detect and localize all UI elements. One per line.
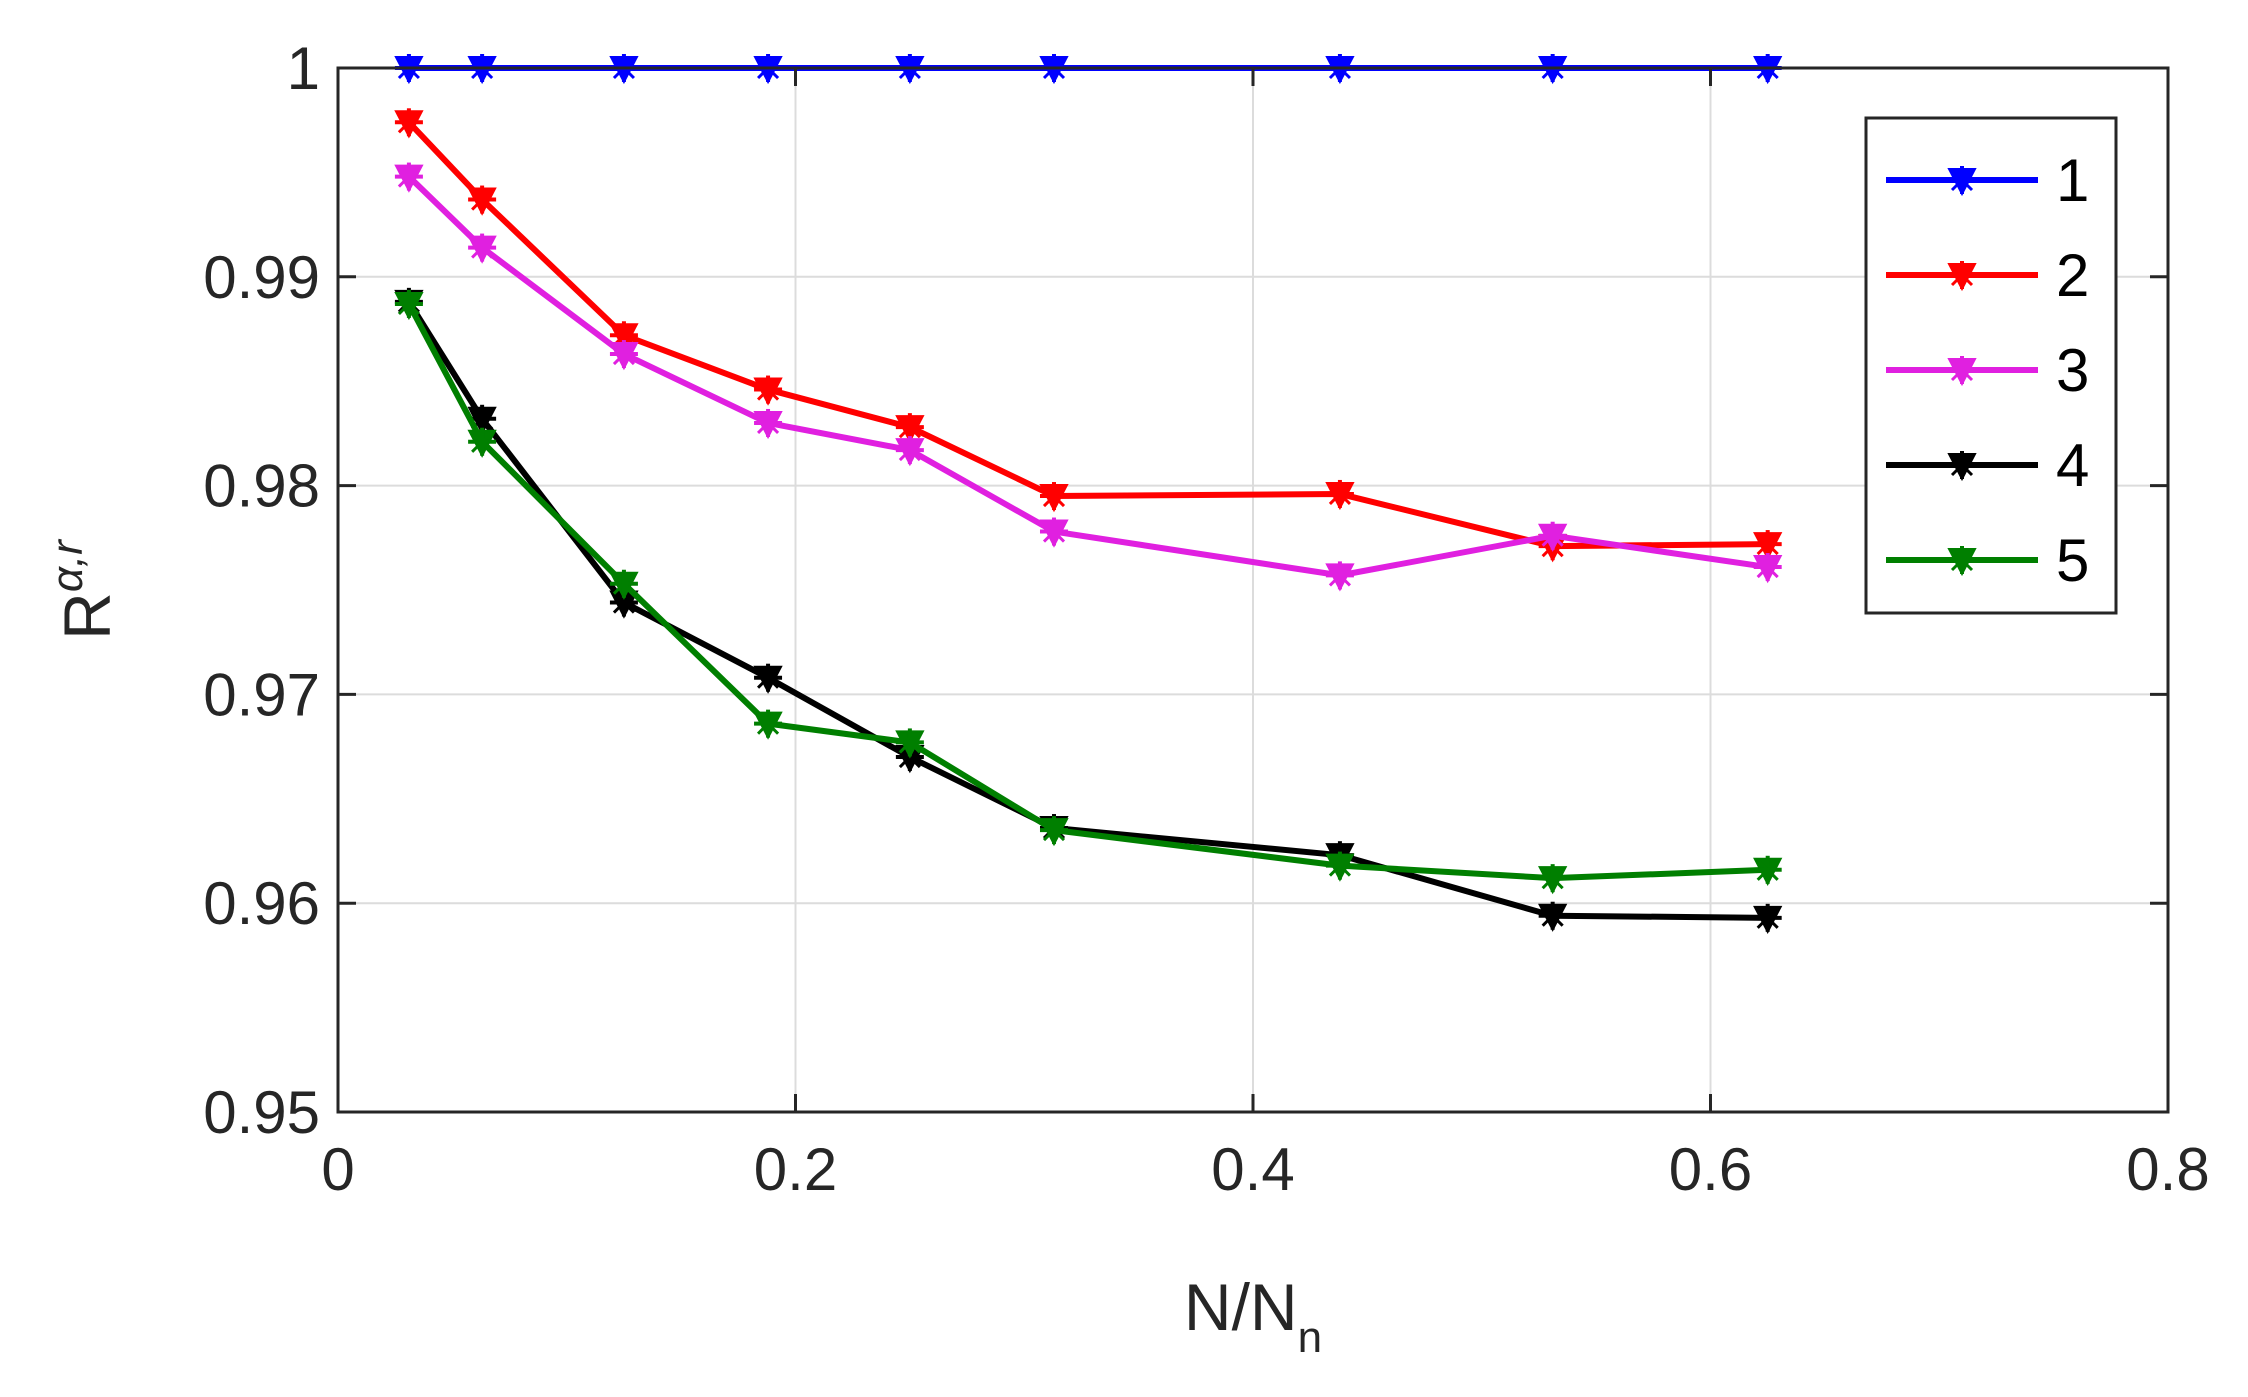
data-point	[1538, 901, 1568, 932]
y-axis-label-superscript: α,r	[43, 538, 92, 592]
data-point	[1039, 482, 1069, 513]
legend-item-1: 1	[1886, 147, 2089, 214]
y-tick-label: 0.95	[203, 1079, 320, 1146]
x-tick-label: 0.2	[754, 1136, 837, 1203]
legend-box	[1864, 116, 2118, 615]
x-tick-label: 0.8	[2126, 1136, 2209, 1203]
y-tick-label: 0.98	[203, 453, 320, 520]
y-tick-label: 0.99	[203, 244, 320, 311]
data-point	[609, 588, 639, 619]
y-axis-label: Rα,r	[43, 538, 124, 640]
data-point	[1039, 816, 1069, 847]
y-axis-label-main: R	[50, 592, 124, 640]
data-point	[753, 375, 783, 406]
data-point	[753, 663, 783, 694]
data-point	[1325, 851, 1355, 882]
x-tick-label: 0.4	[1211, 1136, 1294, 1203]
series-2	[394, 108, 1783, 563]
data-point	[394, 108, 424, 139]
x-axis-label-subscript: n	[1298, 1313, 1322, 1362]
legend-marker	[1947, 546, 1977, 577]
data-point	[753, 709, 783, 740]
axis-ticks	[336, 66, 2170, 1114]
data-point	[1753, 553, 1783, 584]
x-tick-label: 0	[321, 1136, 354, 1203]
data-point	[394, 289, 424, 321]
data-point	[895, 728, 925, 759]
data-point	[1039, 517, 1069, 548]
y-tick-label: 0.97	[203, 661, 320, 728]
legend-item-3: 3	[1886, 337, 2089, 404]
x-axis-label-main: N/N	[1184, 1270, 1298, 1344]
x-axis-label: N/Nn	[1184, 1270, 1322, 1362]
data-point	[467, 233, 497, 264]
data-point	[467, 427, 497, 458]
legend-label: 2	[2056, 242, 2089, 309]
series-line	[406, 300, 1768, 921]
x-tick-label: 0.6	[1669, 1136, 1752, 1203]
legend-label: 1	[2056, 147, 2089, 214]
data-point	[394, 162, 424, 193]
data-point	[1538, 864, 1568, 895]
legend-label: 3	[2056, 337, 2089, 404]
legend: 1 2 3 4 5	[1864, 116, 2118, 615]
data-point	[467, 185, 497, 216]
series-line	[406, 174, 1769, 579]
legend-marker	[1947, 261, 1977, 292]
legend-label: 5	[2056, 527, 2089, 594]
series-5	[394, 289, 1783, 895]
data-point	[895, 436, 925, 467]
data-point	[1538, 521, 1568, 552]
data-point	[1753, 855, 1783, 886]
series-3	[394, 162, 1783, 592]
legend-label: 4	[2056, 432, 2089, 499]
legend-item-2: 2	[1886, 242, 2089, 309]
data-point	[1753, 903, 1783, 934]
data-point	[753, 408, 783, 440]
legend-item-5: 5	[1886, 527, 2089, 594]
data-point	[609, 340, 639, 371]
data-point	[609, 569, 639, 600]
legend-item-4: 4	[1886, 432, 2089, 499]
legend-marker	[1947, 356, 1977, 387]
legend-marker	[1947, 451, 1977, 482]
y-tick-label: 0.96	[203, 870, 320, 937]
tick-labels: 0 0.2 0.4 0.6 0.8 0.95 0.96 0.97 0.98 0.99 1	[203, 35, 2209, 1203]
data-point	[1325, 561, 1355, 592]
legend-marker	[1947, 166, 1977, 197]
series-layer	[394, 54, 1783, 934]
data-point	[1325, 479, 1355, 511]
y-tick-label: 1	[287, 35, 320, 102]
